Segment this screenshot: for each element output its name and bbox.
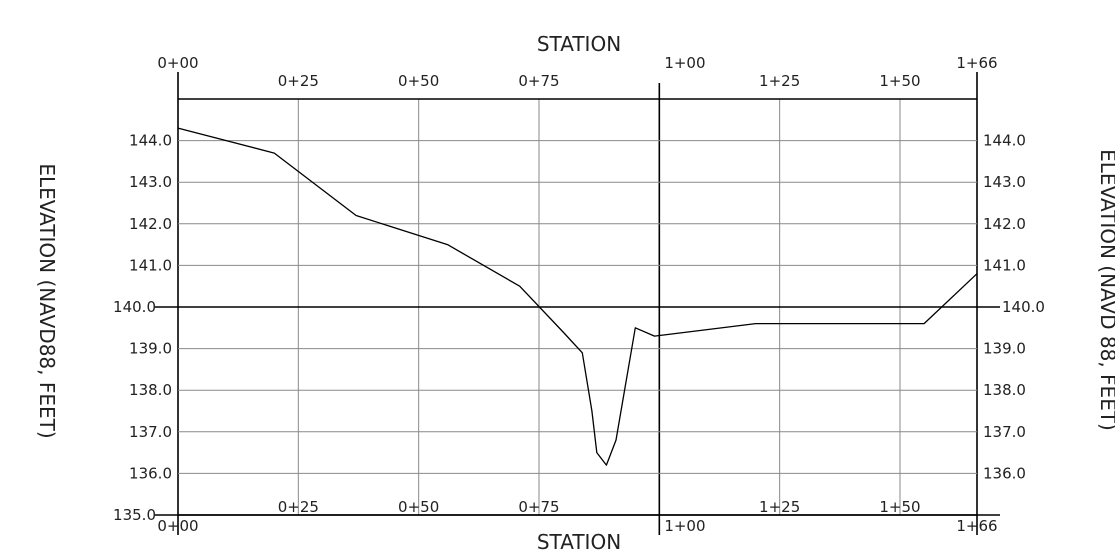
y-tick-label-left: 140.0 <box>113 298 156 316</box>
y-tick-label-left: 143.0 <box>129 173 172 191</box>
x-ticks-top: 0+00 0+25 0+50 0+75 1+00 1+25 1+50 1+66 <box>157 54 997 90</box>
y-tick-label-right: 137.0 <box>983 423 1026 441</box>
x-tick-label-bottom: 1+25 <box>759 498 800 516</box>
x-tick-label-top: 1+50 <box>879 72 920 90</box>
x-axis-title-bottom: STATION <box>537 530 621 554</box>
y-tick-label-right: 136.0 <box>983 464 1026 482</box>
y-tick-label-left: 142.0 <box>129 215 172 233</box>
y-tick-label-left: 138.0 <box>129 381 172 399</box>
x-tick-label-top: 1+00 <box>664 54 705 72</box>
y-tick-label-right: 143.0 <box>983 173 1026 191</box>
x-ticks-bottom: 0+00 0+25 0+50 0+75 1+00 1+25 1+50 1+66 <box>157 498 997 535</box>
y-tick-label-left: 141.0 <box>129 256 172 274</box>
y-tick-label-right: 140.0 <box>1002 298 1045 316</box>
x-tick-label-bottom: 1+66 <box>956 517 997 535</box>
y-tick-label-left: 139.0 <box>129 340 172 358</box>
x-tick-label-top: 0+50 <box>398 72 439 90</box>
y-tick-label-left: 136.0 <box>129 464 172 482</box>
x-tick-label-top: 0+75 <box>518 72 559 90</box>
y-tick-label-left: 135.0 <box>113 506 156 524</box>
x-tick-label-top: 0+25 <box>278 72 319 90</box>
x-tick-label-top: 1+25 <box>759 72 800 90</box>
x-tick-label-bottom: 1+50 <box>879 498 920 516</box>
x-tick-label-bottom: 1+00 <box>664 517 705 535</box>
y-tick-label-left: 144.0 <box>129 132 172 150</box>
x-tick-label-bottom: 0+00 <box>157 517 198 535</box>
series-group <box>177 127 978 466</box>
x-tick-label-top: 1+66 <box>956 54 997 72</box>
x-axis-title-top: STATION <box>537 32 621 56</box>
y-tick-label-left: 137.0 <box>129 423 172 441</box>
y-ticks-right: 136.0 137.0 138.0 139.0 140.0 141.0 142.0 143.0… <box>983 132 1045 483</box>
ground-profile-line <box>177 127 978 466</box>
x-tick-label-bottom: 0+25 <box>278 498 319 516</box>
y-axis-title-left: ELEVATION (NAVD88, FEET) <box>35 163 59 438</box>
grid <box>155 72 1000 535</box>
y-axis-title-right: ELEVATION (NAVD 88, FEET) <box>1096 149 1115 431</box>
y-ticks-left: 135.0 136.0 137.0 138.0 139.0 140.0 141.0 142.0… <box>113 132 172 524</box>
y-tick-label-right: 138.0 <box>983 381 1026 399</box>
y-tick-label-right: 144.0 <box>983 132 1026 150</box>
x-tick-label-bottom: 0+50 <box>398 498 439 516</box>
x-tick-label-top: 0+00 <box>157 54 198 72</box>
y-tick-label-right: 141.0 <box>983 256 1026 274</box>
plot-frame <box>178 98 977 516</box>
y-tick-label-right: 139.0 <box>983 340 1026 358</box>
x-tick-label-bottom: 0+75 <box>518 498 559 516</box>
y-tick-label-right: 142.0 <box>983 215 1026 233</box>
